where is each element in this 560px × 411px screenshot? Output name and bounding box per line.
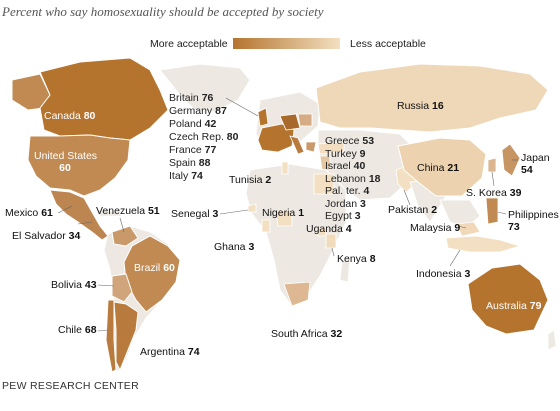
label-china: China 21 — [417, 162, 460, 174]
venezuela-shape — [111, 225, 139, 247]
chart-title: Percent who say homosexuality should be … — [2, 4, 324, 19]
label-mexico: Mexico 61 — [5, 207, 53, 219]
leader-pakistan — [403, 189, 411, 206]
leader-korea — [491, 171, 495, 187]
label-jordan: Jordan 3 — [325, 197, 366, 210]
label-philippines: Philippines 73 — [508, 209, 559, 233]
label-uganda: Uganda 4 — [306, 223, 352, 235]
usa-shape — [27, 134, 131, 197]
greece-shape — [305, 141, 317, 153]
label-australia: Australia 79 — [486, 300, 542, 312]
label-united-states: United States 60 — [34, 150, 98, 174]
italy-shape — [289, 135, 305, 155]
label-senegal: Senegal 3 — [171, 208, 219, 220]
madagascar-shape — [339, 257, 351, 283]
bolivia-shape — [111, 273, 133, 303]
label-poland: Poland 42 — [169, 118, 217, 130]
tunisia-shape — [281, 161, 289, 175]
label-france: France 77 — [169, 144, 217, 156]
leader-kenya — [331, 247, 335, 257]
new-zealand-shape — [547, 329, 557, 351]
leader-senegal — [219, 209, 249, 215]
source-credit: PEW RESEARCH CENTER — [2, 380, 139, 392]
leader-venezuela — [119, 217, 125, 233]
legend-gradient — [233, 38, 340, 49]
label-canada: Canada 80 — [44, 110, 96, 122]
label-lebanon: Lebanon 18 — [325, 172, 381, 185]
label-tunisia: Tunisia 2 — [229, 174, 272, 186]
label-chile: Chile 68 — [58, 324, 97, 336]
kenya-shape — [325, 233, 337, 249]
indonesia-shape — [445, 235, 522, 253]
label-britain: Britain 76 — [169, 92, 214, 104]
nigeria-shape — [275, 209, 293, 227]
malaysia-shape — [455, 221, 481, 237]
label-egypt: Egypt 3 — [325, 210, 361, 222]
south-africa-shape — [283, 281, 311, 307]
ghana-shape — [261, 219, 271, 233]
label-germany: Germany 87 — [169, 105, 227, 117]
egypt-shape — [313, 173, 335, 195]
europe-label-stack: Britain 76 Germany 87 Poland 42 Czech Re… — [169, 92, 238, 183]
label-pal-ter: Pal. ter. 4 — [325, 185, 370, 197]
canada-shape — [39, 57, 169, 141]
chile-shape — [105, 299, 117, 373]
korea-shape — [487, 157, 497, 173]
turkey-shape — [317, 141, 345, 155]
label-nigeria: Nigeria 1 — [262, 207, 305, 219]
levant-shape — [319, 155, 331, 171]
poland-shape — [297, 113, 313, 127]
label-russia: Russia 16 — [397, 100, 444, 112]
greenland-shape — [159, 63, 251, 113]
china-shape — [397, 137, 487, 197]
label-czech: Czech Rep. 80 — [169, 131, 239, 143]
britain-shape — [257, 107, 269, 127]
caribbean-shape — [95, 209, 123, 217]
legend-less-label: Less acceptable — [350, 38, 426, 50]
leader-indonesia — [449, 249, 461, 267]
mexico-shape — [49, 189, 109, 241]
label-south-africa: South Africa 32 — [271, 328, 343, 340]
label-el-salvador: El Salvador 34 — [12, 230, 81, 242]
australia-shape — [467, 263, 549, 335]
label-pakistan: Pakistan 2 — [388, 204, 438, 216]
leader-britain — [225, 97, 259, 117]
label-brazil: Brazil 60 — [134, 262, 175, 274]
label-ghana: Ghana 3 — [214, 241, 255, 253]
leader-mexico — [57, 205, 73, 214]
label-s-korea: S. Korea 39 — [466, 187, 522, 199]
label-greece: Greece 53 — [325, 135, 375, 147]
middle-east-label-stack: Greece 53 Turkey 9 Israel 40 Lebanon 18 … — [325, 135, 381, 223]
argentina-shape — [113, 301, 139, 372]
leader-bolivia — [97, 284, 115, 287]
label-japan: Japan 54 — [521, 152, 550, 176]
label-italy: Italy 74 — [169, 170, 203, 182]
label-bolivia: Bolivia 43 — [51, 279, 97, 291]
label-venezuela: Venezuela 51 — [96, 205, 160, 217]
label-argentina: Argentina 74 — [140, 346, 200, 358]
leader-chile — [97, 329, 109, 332]
label-spain: Spain 88 — [169, 157, 211, 169]
label-israel: Israel 40 — [325, 160, 366, 172]
label-kenya: Kenya 8 — [337, 253, 376, 265]
leader-el-salvador — [77, 221, 93, 225]
philippines-shape — [485, 197, 499, 225]
legend-more-label: More acceptable — [150, 38, 228, 50]
leader-malaysia — [457, 225, 467, 229]
germany-shape — [279, 113, 301, 131]
japan-shape — [501, 143, 521, 177]
russia-shape — [315, 63, 549, 133]
leader-philippines — [497, 211, 507, 215]
label-indonesia: Indonesia 3 — [416, 268, 471, 280]
label-malaysia: Malaysia 9 — [410, 222, 461, 234]
label-turkey: Turkey 9 — [325, 147, 366, 160]
